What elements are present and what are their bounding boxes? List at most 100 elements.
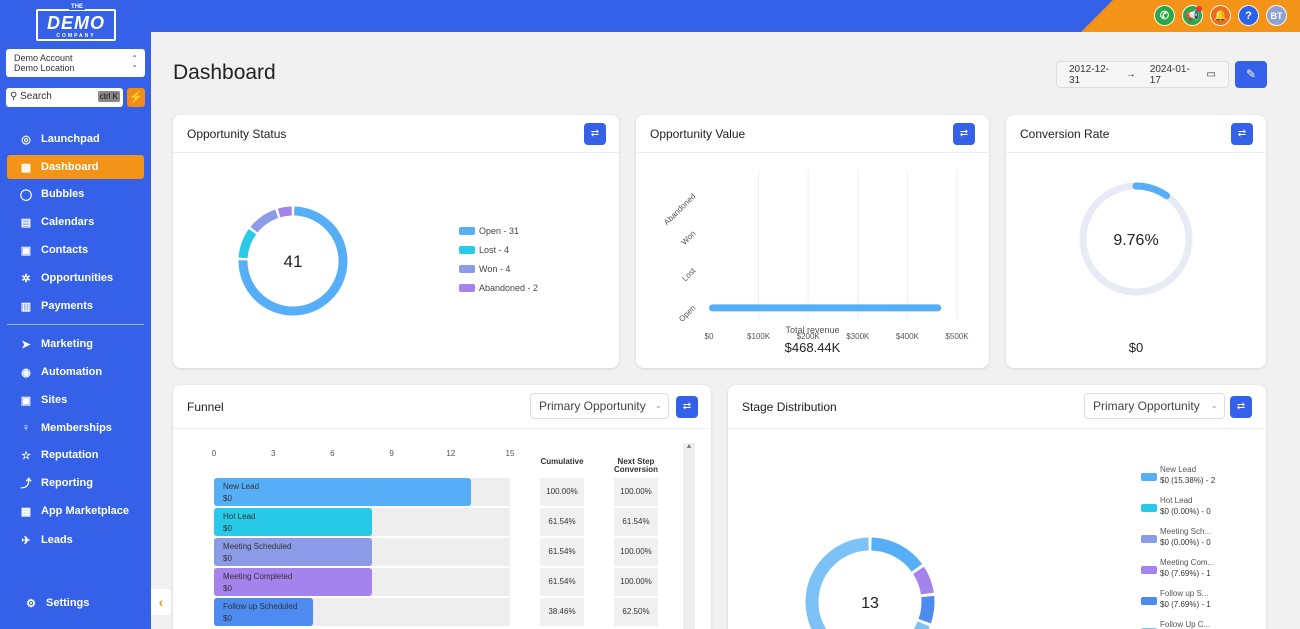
conversion-cell: 61.54% [614,508,658,536]
funnel-bar[interactable]: Hot Lead $0 [214,508,372,536]
sidebar-item-label: Memberships [41,422,112,434]
sidebar-item-dashboard[interactable]: ▦ Dashboard [7,155,144,179]
megaphone-icon[interactable]: 📢 [1182,5,1203,26]
sidebar-item-app-marketplace[interactable]: ▦ App Marketplace [7,499,144,523]
sidebar-item-memberships[interactable]: ♀ Memberships [7,416,144,440]
edit-dashboard-button[interactable]: ✎ [1235,61,1267,88]
bar-open[interactable] [709,304,942,312]
search-icon: ⚲ [10,91,18,102]
sidebar-item-payments[interactable]: ▥ Payments [7,294,144,318]
quick-actions-button[interactable]: ⚡ [127,88,145,107]
sidebar-item-leads[interactable]: ✈ Leads [7,528,144,552]
sidebar-item-launchpad[interactable]: ◎ Launchpad [7,127,144,151]
stage-total: 13 [861,595,879,612]
settings-link[interactable]: ⚙ Settings [12,591,149,615]
funnel-scrollbar[interactable]: ▲ [683,443,695,629]
stage-pipeline-select[interactable]: Primary Opportunity ⌄ [1084,393,1225,419]
funnel-bar[interactable]: Follow up Scheduled $0 [214,598,313,626]
donut-slice-open[interactable] [238,206,348,316]
stage-distribution-card: Stage Distribution Primary Opportunity ⌄… [728,385,1266,629]
donut-slice-lost[interactable] [238,229,257,259]
legend-swatch [1141,535,1157,543]
avatar[interactable]: BT [1266,5,1287,26]
send-icon: ➤ [21,338,31,351]
sidebar-item-label: Opportunities [41,272,114,284]
stage-value: $0 [223,494,232,503]
sidebar-item-label: Contacts [41,244,89,256]
legend-label: Won - 4 [479,264,511,274]
filter-icon[interactable]: ⇄ [953,123,975,145]
legend-stage-name[interactable]: Follow up S... [1160,589,1209,598]
legend-open[interactable]: Open - 31 [459,226,519,236]
sidebar-item-automation[interactable]: ◉ Automation [7,360,144,384]
legend-stage-name[interactable]: Hot Lead [1160,496,1193,505]
legend-stage-name[interactable]: New Lead [1160,465,1197,474]
donut-slice-abandoned[interactable] [277,206,292,218]
cumulative-cell: 61.54% [540,508,584,536]
star-icon: ☆ [21,449,31,462]
stage-value: $0 [223,614,232,623]
sidebar-item-opportunities[interactable]: ✲ Opportunities [7,266,144,290]
donut-slice-meeting-completed[interactable] [912,566,934,595]
legend-stage-name[interactable]: Follow Up C... [1160,620,1211,629]
bell-icon[interactable]: 🔔 [1210,5,1231,26]
filter-icon[interactable]: ⇄ [676,396,698,418]
total-revenue-value: $468.44K [784,340,841,355]
legend-lost[interactable]: Lost - 4 [459,245,509,255]
date-range-picker[interactable]: 2012-12-31 → 2024-01-17 ▭ [1056,61,1229,88]
funnel-axis-tick: 3 [270,449,276,458]
funnel-axis-tick: 0 [211,449,217,458]
legend-abandoned[interactable]: Abandoned - 2 [459,283,538,293]
sidebar-item-marketing[interactable]: ➤ Marketing [7,332,144,356]
donut-slice-follow-up-scheduled[interactable] [918,595,935,624]
search-placeholder: Search [20,91,52,102]
sidebar-item-contacts[interactable]: ▣ Contacts [7,238,144,262]
sidebar-item-label: Launchpad [41,133,100,145]
help-icon[interactable]: ? [1238,5,1259,26]
logo-name: DEMO [47,13,105,33]
donut-slice-follow-up-completed[interactable] [805,537,930,629]
legend-won[interactable]: Won - 4 [459,264,510,274]
stage-value: $0 [223,524,232,533]
legend-label: Abandoned - 2 [479,283,539,293]
sites-icon: ▣ [20,394,32,407]
conversion-value: 9.76% [1113,232,1158,249]
legend-stage-name[interactable]: Meeting Sch... [1160,527,1212,536]
opportunities-icon: ✲ [21,272,31,285]
funnel-bar[interactable]: Meeting Scheduled $0 [214,538,372,566]
company-logo[interactable]: THE DEMO COMPANY [36,4,116,41]
donut-slice-new-lead[interactable] [871,537,923,572]
value-bar-chart: $0 $100K $200K $300K $400K $500K Abandoned Won L… [662,170,969,341]
collapse-sidebar-button[interactable]: ‹ [151,589,171,615]
funnel-bar[interactable]: Meeting Completed $0 [214,568,372,596]
y-category-label: Open [677,303,697,323]
funnel-pipeline-select[interactable]: Primary Opportunity ⌄ [530,393,669,419]
x-tick-label: $0 [705,332,714,341]
donut-slice-won[interactable] [250,209,279,233]
card-title: Opportunity Status [187,127,287,141]
sidebar-item-bubbles[interactable]: ◯ Bubbles [7,182,144,206]
dashboard-icon: ▦ [20,161,32,174]
conversion-amount: $0 [1128,340,1144,355]
account-switcher[interactable]: Demo Account Demo Location ⌃ ⌄ [6,49,145,77]
legend-swatch [1141,597,1157,605]
funnel-bar[interactable]: New Lead $0 [214,478,471,506]
filter-icon[interactable]: ⇄ [584,123,606,145]
legend-stage-name[interactable]: Meeting Com... [1160,558,1215,567]
sidebar-item-reporting[interactable]: ⤴ Reporting [7,471,144,495]
legend-swatch [1141,504,1157,512]
sidebar-item-reputation[interactable]: ☆ Reputation [7,443,144,467]
cumulative-header: Cumulative [540,457,584,466]
filter-icon[interactable]: ⇄ [1231,123,1253,145]
conversion-header: Conversion [614,465,659,474]
sidebar-item-calendars[interactable]: ▤ Calendars [7,210,144,234]
phone-icon[interactable]: ✆ [1154,5,1175,26]
cumulative-cell: 38.46% [540,598,584,626]
search-input[interactable]: ⚲ Search ctrl K [6,88,123,107]
card-title: Conversion Rate [1020,127,1110,141]
filter-icon[interactable]: ⇄ [1230,396,1252,418]
y-category-label: Abandoned [662,192,697,227]
apps-icon: ▦ [20,505,32,518]
conversion-gauge: 9.76% [1079,182,1193,296]
sidebar-item-sites[interactable]: ▣ Sites [7,388,144,412]
